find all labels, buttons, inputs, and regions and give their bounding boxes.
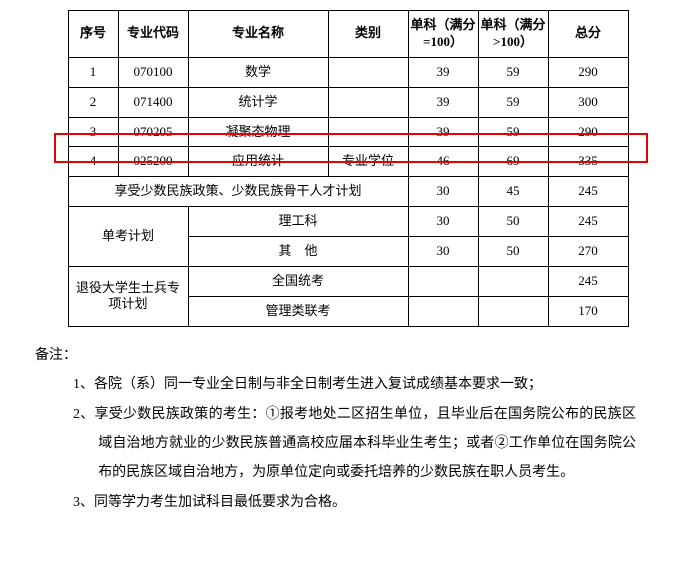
veteran-sub-name: 全国统考	[188, 267, 408, 297]
cell-s2	[478, 267, 548, 297]
cell-s1: 46	[408, 147, 478, 177]
cell-no: 1	[68, 57, 118, 87]
cell-no: 4	[68, 147, 118, 177]
notes-list: 1、各院（系）同一专业全日制与非全日制考生进入复试成绩基本要求一致； 2、享受少…	[35, 370, 636, 517]
header-cat: 类别	[328, 11, 408, 58]
single-label: 单考计划	[68, 207, 188, 267]
cell-s1: 39	[408, 57, 478, 87]
cell-s2: 45	[478, 177, 548, 207]
header-code: 专业代码	[118, 11, 188, 58]
cell-name: 数学	[188, 57, 328, 87]
cell-s2: 59	[478, 87, 548, 117]
score-table: 序号 专业代码 专业名称 类别 单科（满分=100） 单科（满分>100） 总分…	[68, 10, 629, 327]
cell-s2	[478, 296, 548, 326]
table-row-highlighted: 4 025200 应用统计 专业学位 46 69 335	[68, 147, 628, 177]
cell-total: 245	[548, 207, 628, 237]
header-s2: 单科（满分>100）	[478, 11, 548, 58]
note-item: 1、各院（系）同一专业全日制与非全日制考生进入复试成绩基本要求一致；	[73, 370, 636, 399]
cell-code: 070205	[118, 117, 188, 147]
table-row: 2 071400 统计学 39 59 300	[68, 87, 628, 117]
minority-label: 享受少数民族政策、少数民族骨干人才计划	[68, 177, 408, 207]
cell-s2: 69	[478, 147, 548, 177]
cell-s2: 50	[478, 237, 548, 267]
cell-name: 统计学	[188, 87, 328, 117]
header-no: 序号	[68, 11, 118, 58]
veteran-sub-name: 管理类联考	[188, 296, 408, 326]
cell-s2: 50	[478, 207, 548, 237]
cell-total: 290	[548, 57, 628, 87]
single-sub-name: 其 他	[188, 237, 408, 267]
cell-total: 335	[548, 147, 628, 177]
cell-s1: 39	[408, 117, 478, 147]
cell-code: 025200	[118, 147, 188, 177]
cell-s1: 30	[408, 207, 478, 237]
cell-cat	[328, 117, 408, 147]
cell-total: 245	[548, 177, 628, 207]
notes-label: 备注：	[35, 348, 77, 363]
note-item: 3、同等学力考生加试科目最低要求为合格。	[73, 488, 636, 517]
notes-section: 备注： 1、各院（系）同一专业全日制与非全日制考生进入复试成绩基本要求一致； 2…	[35, 341, 636, 517]
table-header-row: 序号 专业代码 专业名称 类别 单科（满分=100） 单科（满分>100） 总分	[68, 11, 628, 58]
cell-s1	[408, 296, 478, 326]
cell-s1: 39	[408, 87, 478, 117]
cell-total: 270	[548, 237, 628, 267]
cell-s2: 59	[478, 57, 548, 87]
cell-total: 245	[548, 267, 628, 297]
header-s1: 单科（满分=100）	[408, 11, 478, 58]
cell-no: 3	[68, 117, 118, 147]
cell-name: 凝聚态物理	[188, 117, 328, 147]
cell-s2: 59	[478, 117, 548, 147]
cell-total: 170	[548, 296, 628, 326]
cell-cat	[328, 87, 408, 117]
cell-s1: 30	[408, 177, 478, 207]
single-sub-name: 理工科	[188, 207, 408, 237]
note-item: 2、享受少数民族政策的考生：①报考地处二区招生单位，且毕业后在国务院公布的民族区…	[73, 400, 636, 488]
cell-cat: 专业学位	[328, 147, 408, 177]
cell-no: 2	[68, 87, 118, 117]
veteran-label: 退役大学生士兵专项计划	[68, 267, 188, 327]
cell-s1	[408, 267, 478, 297]
cell-code: 070100	[118, 57, 188, 87]
table-row-minority: 享受少数民族政策、少数民族骨干人才计划 30 45 245	[68, 177, 628, 207]
cell-s1: 30	[408, 237, 478, 267]
header-total: 总分	[548, 11, 628, 58]
table-row: 3 070205 凝聚态物理 39 59 290	[68, 117, 628, 147]
cell-name: 应用统计	[188, 147, 328, 177]
cell-cat	[328, 57, 408, 87]
cell-code: 071400	[118, 87, 188, 117]
cell-total: 300	[548, 87, 628, 117]
cell-total: 290	[548, 117, 628, 147]
table-row: 1 070100 数学 39 59 290	[68, 57, 628, 87]
table-row-veteran1: 退役大学生士兵专项计划 全国统考 245	[68, 267, 628, 297]
header-name: 专业名称	[188, 11, 328, 58]
table-row-single1: 单考计划 理工科 30 50 245	[68, 207, 628, 237]
